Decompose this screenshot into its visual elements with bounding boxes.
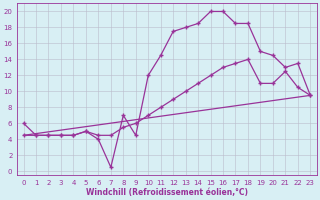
X-axis label: Windchill (Refroidissement éolien,°C): Windchill (Refroidissement éolien,°C) <box>86 188 248 197</box>
